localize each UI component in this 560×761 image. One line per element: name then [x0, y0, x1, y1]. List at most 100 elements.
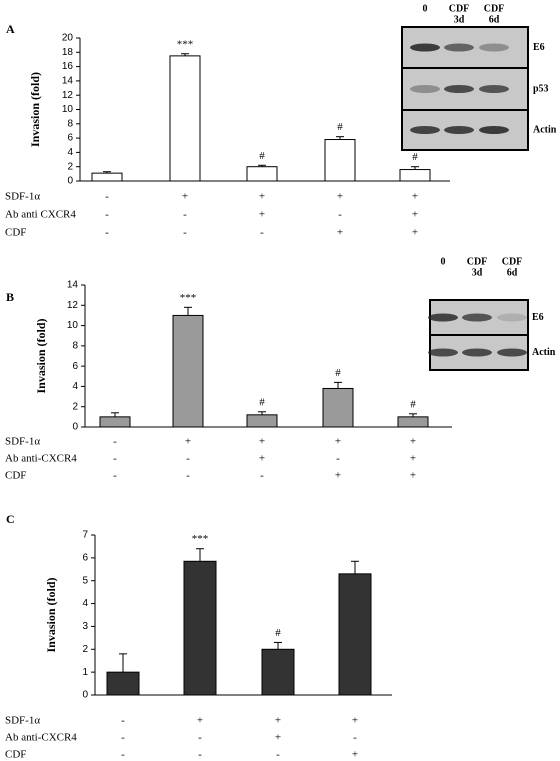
- annotation: ***: [180, 292, 197, 304]
- blot-band: [410, 126, 440, 134]
- blot-band: [497, 313, 527, 322]
- bar: [99, 416, 131, 428]
- panel-label: C: [6, 512, 15, 526]
- condition-sign: -: [198, 749, 202, 761]
- blot-band: [444, 126, 474, 134]
- condition-sign: -: [183, 227, 187, 239]
- y-axis-label: Invasion (fold): [28, 72, 42, 147]
- condition-sign: -: [186, 470, 190, 482]
- blot-row-label: p53: [533, 83, 549, 94]
- blot-band: [410, 85, 440, 93]
- error-bar: [103, 171, 111, 174]
- y-tick-label: 4: [67, 147, 73, 158]
- condition-sign: +: [410, 436, 416, 448]
- annotation: #: [275, 627, 281, 639]
- condition-sign: -: [105, 191, 109, 203]
- blot-band: [462, 348, 492, 357]
- y-axis-label: Invasion (fold): [34, 318, 48, 393]
- error-bar: [258, 164, 266, 167]
- condition-sign: +: [337, 191, 343, 203]
- condition-sign: +: [412, 227, 418, 239]
- y-tick-label: 1: [82, 667, 88, 678]
- condition-sign: -: [121, 715, 125, 727]
- error-bar: [334, 381, 342, 389]
- blot-band: [479, 85, 509, 93]
- condition-label: SDF-1α: [5, 191, 40, 203]
- blot-row-label: Actin: [532, 347, 556, 358]
- blot-row-label: E6: [532, 312, 544, 323]
- blot-band: [428, 313, 458, 322]
- blot-band: [462, 313, 492, 322]
- condition-sign: +: [412, 191, 418, 203]
- condition-label: Ab anti CXCR4: [5, 209, 76, 221]
- condition-sign: -: [121, 732, 125, 744]
- y-tick-label: 8: [67, 118, 73, 129]
- y-tick-label: 5: [82, 575, 88, 586]
- error-bar: [351, 560, 359, 574]
- condition-sign: -: [186, 453, 190, 465]
- condition-sign: +: [197, 715, 203, 727]
- blot-band: [497, 348, 527, 357]
- condition-sign: -: [260, 227, 264, 239]
- error-bar: [196, 548, 204, 562]
- condition-sign: -: [113, 470, 117, 482]
- condition-sign: +: [259, 209, 265, 221]
- annotation: #: [410, 398, 416, 410]
- condition-label: Ab anti-CXCR4: [5, 732, 77, 744]
- condition-label: CDF: [5, 749, 26, 761]
- annotation: #: [259, 150, 265, 162]
- annotation: #: [337, 121, 343, 133]
- blot-band: [444, 43, 474, 52]
- blot-band: [444, 85, 474, 93]
- blot-band: [479, 43, 509, 52]
- bar: [106, 671, 140, 696]
- error-bar: [184, 306, 192, 316]
- condition-sign: +: [337, 227, 343, 239]
- panel-label: A: [6, 22, 15, 36]
- condition-sign: +: [275, 715, 281, 727]
- error-bar: [258, 411, 266, 415]
- panel-label: B: [6, 290, 14, 304]
- bar: [172, 314, 204, 428]
- y-tick-label: 2: [82, 644, 88, 655]
- condition-sign: +: [275, 732, 281, 744]
- condition-sign: -: [105, 209, 109, 221]
- bar: [169, 55, 201, 182]
- blot-column-label: 0: [423, 3, 428, 14]
- condition-sign: -: [105, 227, 109, 239]
- y-tick-label: 6: [67, 133, 73, 144]
- blot-row-label: Actin: [533, 124, 557, 135]
- y-tick-label: 18: [62, 47, 74, 58]
- blot-column-label: 3d: [454, 14, 465, 25]
- bar: [397, 416, 429, 428]
- y-tick-label: 4: [72, 381, 78, 392]
- blot-column-label: 6d: [507, 267, 518, 278]
- bar: [338, 573, 372, 696]
- error-bar: [336, 136, 344, 140]
- blot-column-label: 6d: [489, 14, 500, 25]
- condition-sign: +: [259, 191, 265, 203]
- y-tick-label: 12: [67, 300, 79, 311]
- condition-sign: -: [336, 453, 340, 465]
- blot-column-label: CDF: [449, 3, 470, 14]
- condition-sign: +: [335, 436, 341, 448]
- y-tick-label: 0: [67, 176, 73, 187]
- condition-sign: +: [352, 749, 358, 761]
- blot-column-label: CDF: [467, 256, 488, 267]
- condition-sign: +: [410, 470, 416, 482]
- annotation: #: [412, 151, 418, 163]
- y-tick-label: 0: [82, 690, 88, 701]
- error-bar: [409, 413, 417, 417]
- condition-sign: +: [259, 453, 265, 465]
- blot-column-label: CDF: [502, 256, 523, 267]
- condition-label: CDF: [5, 470, 26, 482]
- bar: [322, 387, 354, 428]
- blot-band: [428, 348, 458, 357]
- condition-sign: -: [113, 436, 117, 448]
- condition-sign: +: [259, 436, 265, 448]
- bar: [183, 560, 217, 696]
- blot-column-label: CDF: [484, 3, 505, 14]
- bar: [246, 166, 278, 182]
- annotation: #: [259, 396, 265, 408]
